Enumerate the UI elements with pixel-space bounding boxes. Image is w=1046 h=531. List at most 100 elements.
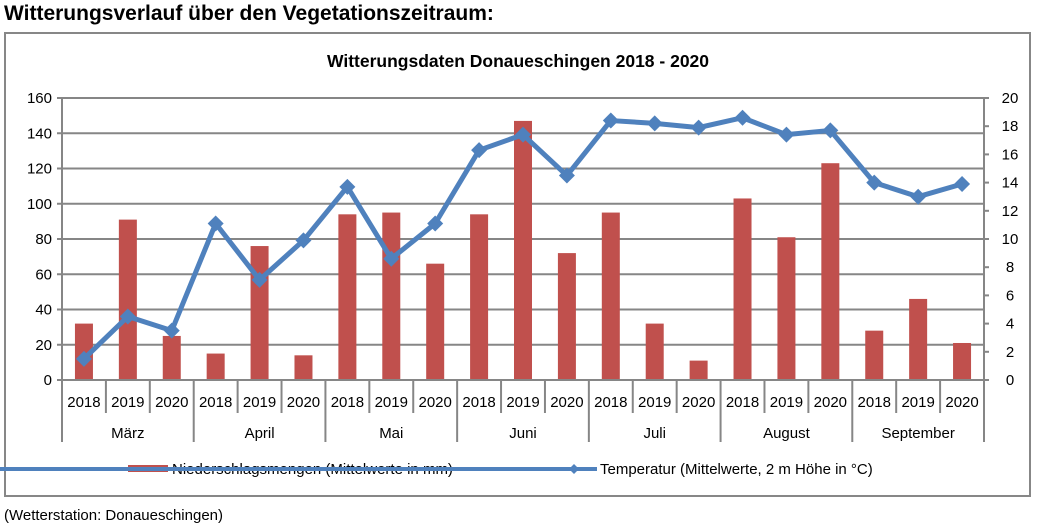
category-label: 2020 [945,394,978,411]
precipitation-bar [689,360,708,380]
temperature-marker [207,215,224,232]
left-tick-label: 160 [27,90,52,107]
temperature-marker [515,126,531,143]
left-tick-label: 80 [35,231,52,248]
left-axis-ticks: 0 20 40 60 80 100 120 140 160 [27,90,52,389]
precipitation-bar [645,323,664,380]
precipitation-bar [470,214,489,380]
right-tick-label: 18 [1002,118,1019,135]
temperature-marker [163,322,180,339]
temperature-marker [778,126,795,143]
temperature-marker [339,178,356,195]
category-label: 2019 [375,394,408,411]
chart-title: Witterungsdaten Donaueschingen 2018 - 20… [327,51,709,71]
precipitation-bar [162,335,181,380]
precipitation-bar [733,198,752,380]
month-label: August [763,425,811,442]
precipitation-bar [953,342,972,380]
left-tick-label: 40 [35,302,52,319]
month-label: Juni [509,425,537,442]
category-label: 2019 [770,394,803,411]
legend: Niederschlagsmengen (Mittelwerte in mm) … [0,461,873,478]
left-tick-label: 140 [27,125,52,142]
category-label: 2018 [199,394,232,411]
precipitation-bar [777,237,796,380]
precipitation-bar [821,163,840,380]
temperature-marker [471,142,488,159]
category-label: 2018 [67,394,100,411]
right-tick-label: 2 [1006,344,1014,361]
category-label: 2018 [462,394,495,411]
temperature-marker [822,122,839,139]
left-tick-label: 60 [35,266,52,283]
bar-series [74,120,972,380]
precipitation-bar [909,298,928,380]
precipitation-bar [557,253,576,380]
category-label: 2019 [638,394,671,411]
right-tick-label: 4 [1006,316,1014,333]
right-tick-label: 0 [1006,372,1014,389]
temperature-marker [602,112,619,129]
precipitation-bar [206,353,225,380]
temperature-marker [866,174,883,191]
left-tick-label: 20 [35,337,52,354]
right-tick-label: 14 [1002,175,1019,192]
precipitation-bar [250,246,269,380]
temperature-marker [251,271,268,288]
right-tick-label: 20 [1002,90,1019,107]
category-label: 2018 [331,394,364,411]
category-label: 2020 [550,394,583,411]
temperature-marker [119,308,136,325]
precipitation-bar [118,219,137,380]
temperature-marker [910,188,927,205]
right-tick-label: 10 [1002,231,1019,248]
month-label: April [245,425,275,442]
category-label: 2019 [111,394,144,411]
temperature-marker [646,115,663,132]
temperature-marker [383,250,400,267]
x-axis-ticks: 2018 2019 2020 2018 2019 2020 2018 2019 2020 2018… [67,394,978,442]
footer-note: (Wetterstation: Donaueschingen) [4,507,224,524]
left-tick-label: 120 [27,161,52,178]
temperature-marker [75,350,92,367]
legend-line-label: Temperatur (Mittelwerte, 2 m Höhe in °C) [600,461,873,478]
category-label: 2018 [726,394,759,411]
precipitation-bar [338,214,357,380]
month-label: September [881,425,954,442]
precipitation-bar [601,212,620,380]
precipitation-bar [513,120,533,380]
month-label: Mai [379,425,403,442]
category-label: 2018 [594,394,627,411]
temperature-marker [295,232,312,249]
temperature-marker [558,167,575,184]
right-axis-ticks: 0 2 4 6 8 10 12 14 16 18 20 [1002,90,1019,389]
precipitation-bar [426,263,445,380]
category-label: 2020 [814,394,847,411]
month-label: Juli [643,425,666,442]
temperature-marker [427,215,444,232]
line-series [75,109,971,367]
category-label: 2018 [858,394,891,411]
left-tick-label: 100 [27,196,52,213]
right-tick-label: 6 [1006,287,1014,304]
category-label: 2019 [506,394,539,411]
right-tick-label: 8 [1006,259,1014,276]
precipitation-bar [382,212,401,380]
category-label: 2019 [901,394,934,411]
temperature-marker [690,119,707,136]
precipitation-bar [294,355,313,380]
legend-line-marker [569,464,579,474]
right-tick-label: 16 [1002,146,1019,163]
temperature-marker [734,109,751,126]
month-label: März [111,425,144,442]
left-tick-label: 0 [44,372,52,389]
category-label: 2019 [243,394,276,411]
category-label: 2020 [155,394,188,411]
page-heading: Witterungsverlauf über den Vegetationsze… [4,2,494,25]
category-label: 2020 [682,394,715,411]
precipitation-bar [865,330,884,380]
temperature-marker [954,176,971,193]
category-label: 2020 [287,394,320,411]
right-tick-label: 12 [1002,203,1019,220]
